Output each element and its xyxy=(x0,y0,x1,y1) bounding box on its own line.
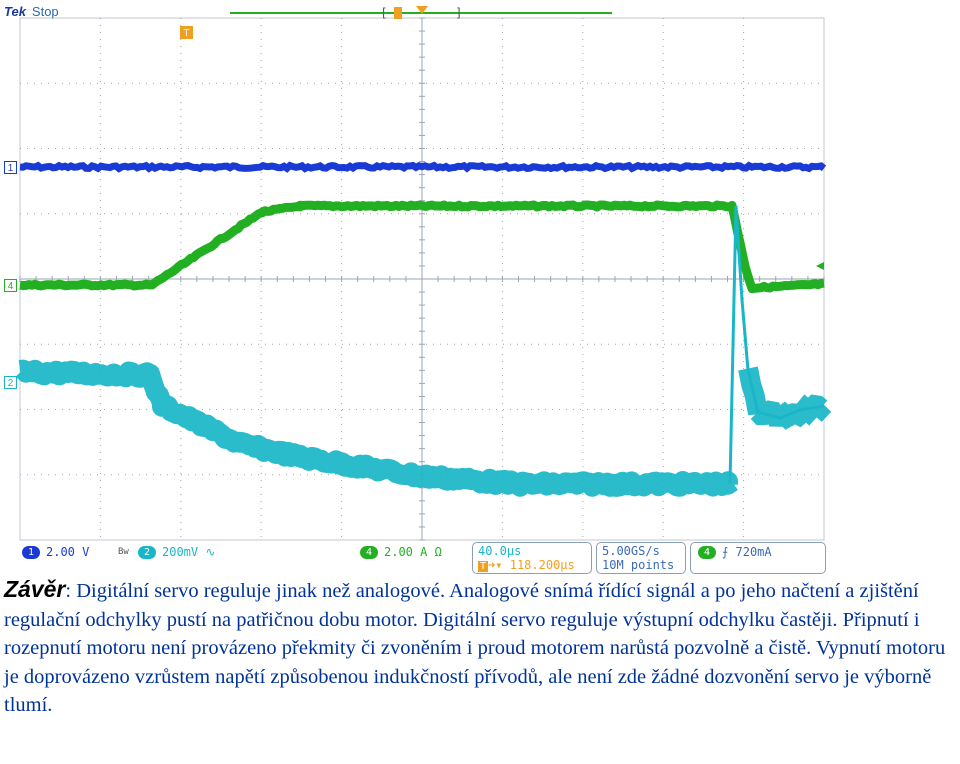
conclusion-heading: Závěr xyxy=(4,576,66,602)
ch2-scale: 200mV xyxy=(162,545,199,559)
trigger-frame xyxy=(690,542,826,574)
ch1-readout: 1 2.00 V xyxy=(22,545,89,559)
status-bar: 1 2.00 V Bw 2 200mV ∿ 4 2.00 A Ω 40.0µs T ➜▾… xyxy=(18,542,826,574)
ch2-badge: 2 xyxy=(138,546,156,559)
trigger-pos-value: 118.200µs xyxy=(509,558,575,572)
scope-header: Tek Stop xyxy=(4,4,59,19)
ch4-readout: 4 2.00 A Ω xyxy=(360,545,442,559)
record-bar-right-bracket: ] xyxy=(456,6,461,20)
bandwidth-limit: Bw xyxy=(118,547,129,557)
ch1-badge: 1 xyxy=(22,546,40,559)
trigger-pos-icon: T xyxy=(478,561,489,572)
trigger-position-arrow xyxy=(416,6,428,14)
record-window xyxy=(394,7,402,19)
ch4-scale: 2.00 A xyxy=(384,545,428,559)
channel-2-recovery-trace xyxy=(738,366,832,430)
channel-1-marker: 1 xyxy=(4,161,17,174)
channel-2-trace xyxy=(13,359,738,497)
scope-display: [ ] xyxy=(13,6,832,541)
oscilloscope-screenshot: [ ] Tek Stop T 1 4 2 1 2.00 V Bw 2 200mV ∿ … xyxy=(4,4,832,574)
sample-rate: 5.00GS/s xyxy=(602,544,660,558)
conclusion-body: : Digitální servo reguluje jinak než ana… xyxy=(4,580,946,717)
timebase: 40.0µs xyxy=(478,544,522,558)
trigger-readout: 4 ⨍ 720mA xyxy=(698,545,772,559)
channel-1-trace xyxy=(19,161,827,173)
record-bar-left-bracket: [ xyxy=(382,6,387,20)
channel-2-marker: 2 xyxy=(4,376,17,389)
trigger-level: 720mA xyxy=(735,545,772,559)
brand-logo: Tek xyxy=(4,4,26,19)
trigger-source-badge: 4 xyxy=(698,546,716,559)
timebase-frame xyxy=(472,542,592,574)
trigger-slope-icon: ⨍ xyxy=(722,545,729,559)
ch2-coupling: ∿ xyxy=(205,545,216,559)
conclusion-paragraph: Závěr: Digitální servo reguluje jinak ne… xyxy=(4,575,960,720)
acquisition-frame xyxy=(596,542,686,574)
channel-4-marker: 4 xyxy=(4,279,17,292)
ch1-scale: 2.00 V xyxy=(46,545,90,559)
trigger-marker: T xyxy=(180,26,193,39)
ch4-termination: Ω xyxy=(434,545,442,559)
trigger-level-arrow xyxy=(816,262,824,270)
channel-4-trace xyxy=(18,200,826,294)
ch2-readout: 2 200mV ∿ xyxy=(138,545,215,559)
acquisition-state: Stop xyxy=(31,4,59,19)
ch4-badge: 4 xyxy=(360,546,378,559)
record-length: 10M points xyxy=(602,558,675,572)
trigger-position: T ➜▾ 118.200µs xyxy=(478,558,575,572)
